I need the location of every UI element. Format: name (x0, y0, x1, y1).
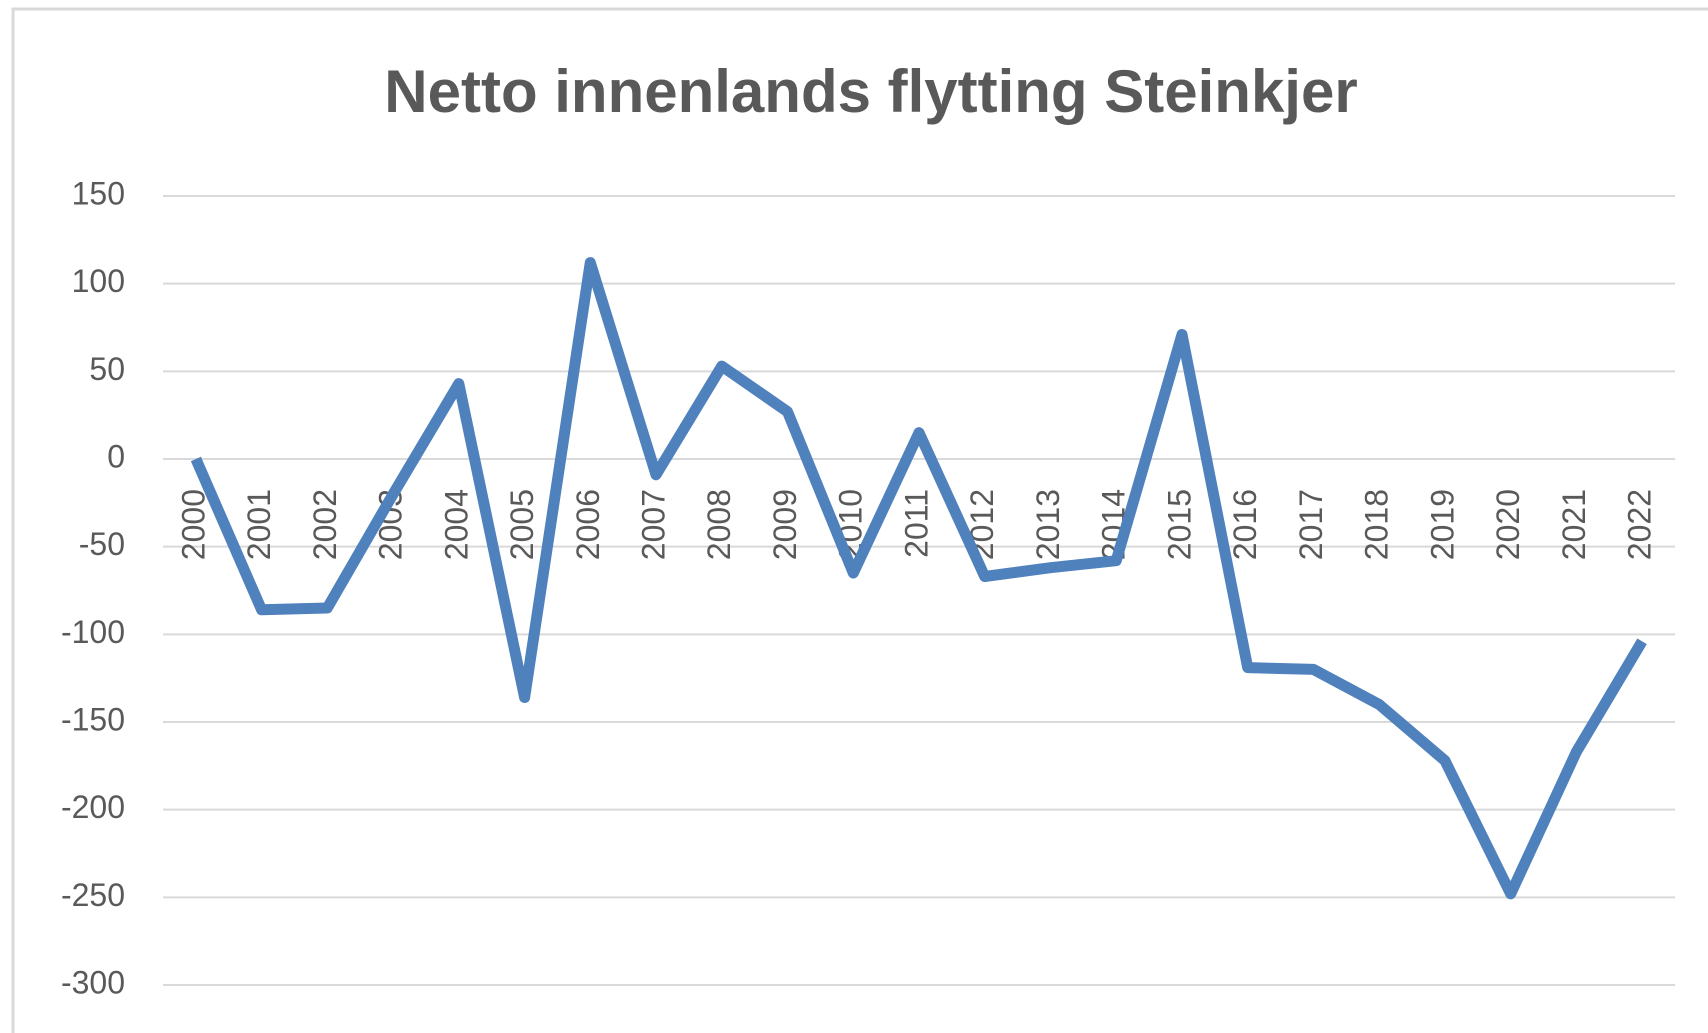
x-tick-label: 2016 (1227, 489, 1263, 560)
y-tick-label: -200 (61, 789, 125, 825)
x-tick-label: 2007 (635, 489, 671, 560)
x-tick-label: 2019 (1424, 489, 1460, 560)
x-tick-label: 2013 (1030, 489, 1066, 560)
x-tick-label: 2002 (307, 489, 343, 560)
x-tick-label: 2020 (1490, 489, 1526, 560)
y-tick-label: 150 (72, 175, 125, 211)
x-tick-label: 2011 (898, 489, 934, 558)
x-tick-label: 2005 (504, 489, 540, 560)
y-tick-label: -300 (61, 964, 125, 1000)
x-tick-label: 2017 (1293, 489, 1329, 560)
x-tick-label: 2009 (767, 489, 803, 560)
y-tick-label: -50 (79, 526, 125, 562)
y-tick-label: 0 (107, 438, 125, 474)
x-tick-label: 2008 (701, 489, 737, 560)
x-tick-label: 2018 (1359, 489, 1395, 560)
x-tick-label: 2004 (438, 489, 474, 560)
y-tick-label: -250 (61, 877, 125, 913)
x-tick-label: 2021 (1556, 489, 1592, 560)
y-tick-label: 100 (72, 263, 125, 299)
x-tick-label: 2015 (1161, 489, 1197, 560)
y-tick-label: -150 (61, 701, 125, 737)
chart-title: Netto innenlands flytting Steinkjer (384, 58, 1357, 125)
x-tick-label: 2006 (570, 489, 606, 560)
data-line (190, 257, 1647, 900)
y-tick-label: -100 (61, 614, 125, 650)
y-tick-label: 50 (89, 351, 125, 387)
x-tick-label: 2022 (1622, 489, 1658, 560)
x-tick-label: 2001 (241, 489, 277, 560)
chart-frame (11, 7, 1708, 1033)
x-tick-label: 2000 (175, 489, 211, 560)
